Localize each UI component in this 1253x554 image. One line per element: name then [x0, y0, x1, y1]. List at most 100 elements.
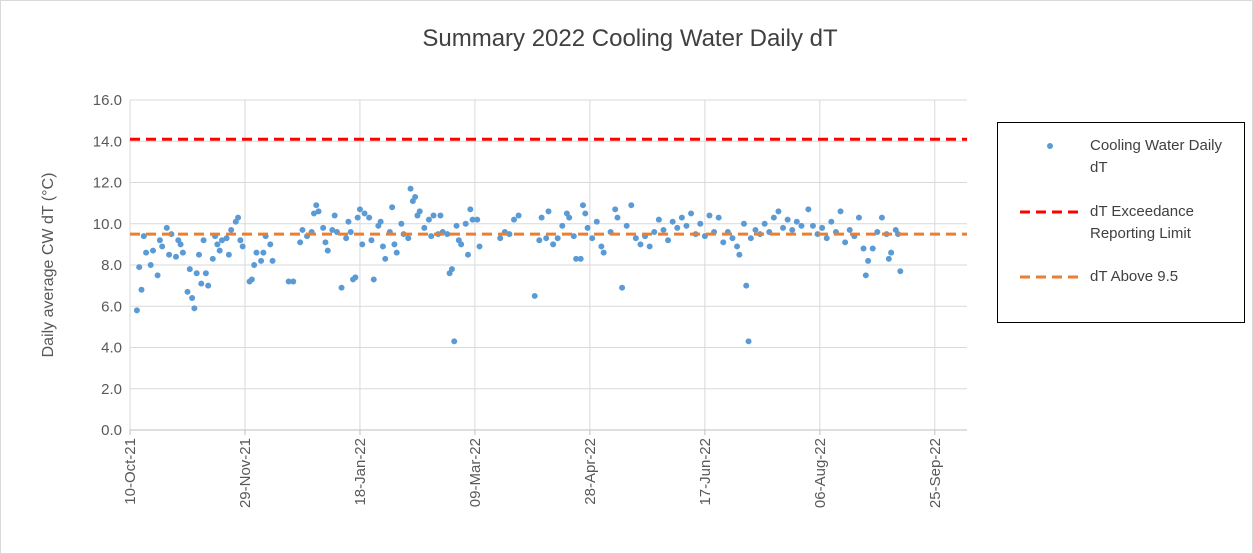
- data-point: [678, 214, 685, 221]
- data-point: [789, 226, 796, 233]
- data-point: [329, 226, 336, 233]
- data-point: [209, 255, 216, 262]
- data-point: [511, 216, 518, 223]
- data-point: [683, 222, 690, 229]
- data-point: [366, 214, 373, 221]
- data-point: [430, 212, 437, 219]
- data-point: [862, 272, 869, 279]
- data-point: [338, 284, 345, 291]
- y-tick-label: 16.0: [93, 92, 122, 109]
- data-point: [715, 214, 722, 221]
- data-point: [147, 262, 154, 268]
- data-point: [191, 305, 198, 312]
- data-point: [214, 241, 221, 248]
- data-point: [405, 235, 412, 242]
- data-point: [138, 286, 145, 293]
- y-tick-label: 10.0: [93, 216, 122, 233]
- data-point: [458, 241, 465, 248]
- chart-title: Summary 2022 Cooling Water Daily dT: [422, 25, 838, 52]
- data-point: [260, 249, 267, 256]
- data-point: [163, 224, 170, 231]
- data-point: [651, 229, 658, 235]
- data-point: [322, 239, 329, 246]
- data-point: [331, 212, 338, 219]
- data-point: [550, 241, 557, 248]
- data-point: [320, 224, 327, 231]
- data-point: [538, 214, 545, 221]
- data-point: [623, 222, 630, 229]
- data-point: [389, 204, 396, 211]
- data-point: [469, 216, 476, 223]
- x-tick-label: 10-Oct-21: [122, 438, 139, 505]
- data-point: [669, 218, 676, 225]
- legend-marker: [1020, 275, 1082, 279]
- y-tick-label: 2.0: [101, 381, 122, 398]
- data-point: [200, 237, 207, 244]
- data-point: [228, 226, 235, 233]
- data-point: [315, 208, 322, 215]
- data-point: [251, 262, 258, 268]
- data-point: [570, 233, 577, 240]
- data-point: [566, 214, 573, 221]
- legend-label: dT Above 9.5: [1090, 268, 1179, 285]
- data-point: [149, 247, 156, 254]
- data-point: [359, 241, 366, 248]
- y-axis-label: Daily average CW dT (°C): [40, 173, 57, 358]
- y-tick-label: 12.0: [93, 175, 122, 192]
- legend-dot: [1047, 143, 1053, 149]
- y-tick-label: 4.0: [101, 340, 122, 357]
- data-point: [156, 237, 163, 244]
- data-point: [593, 218, 600, 225]
- data-point: [809, 222, 816, 229]
- data-point: [428, 233, 435, 240]
- data-point: [798, 222, 805, 229]
- data-point: [828, 218, 835, 225]
- data-point: [451, 338, 458, 345]
- data-point: [531, 292, 538, 299]
- legend: Cooling Water Daily dT dT Exceedance Repo…: [997, 122, 1245, 323]
- data-point: [632, 235, 639, 242]
- data-point: [885, 255, 892, 262]
- data-point: [554, 235, 561, 242]
- data-point: [536, 237, 543, 244]
- data-point: [598, 243, 605, 250]
- data-point: [159, 243, 166, 250]
- data-point: [579, 202, 586, 209]
- data-point: [324, 247, 331, 254]
- data-point: [869, 245, 876, 252]
- data-point: [559, 222, 566, 229]
- data-point: [720, 239, 727, 246]
- data-point: [688, 210, 695, 217]
- data-point: [823, 235, 830, 242]
- data-point: [584, 224, 591, 231]
- data-point: [154, 272, 161, 279]
- data-point: [352, 274, 359, 281]
- data-point: [258, 257, 265, 264]
- data-point: [793, 218, 800, 225]
- data-point: [269, 257, 276, 264]
- data-point: [356, 206, 363, 213]
- data-point: [819, 224, 826, 231]
- data-point: [345, 218, 352, 225]
- data-point: [545, 208, 552, 215]
- data-point: [888, 249, 895, 256]
- data-point: [646, 243, 653, 250]
- data-point: [184, 288, 191, 295]
- data-point: [407, 185, 414, 192]
- data-point: [780, 224, 787, 231]
- data-point: [421, 224, 428, 231]
- data-point: [136, 264, 143, 271]
- data-point: [225, 251, 232, 258]
- data-point: [784, 216, 791, 223]
- data-point: [186, 266, 193, 273]
- data-point: [497, 235, 504, 242]
- legend-marker: [1020, 210, 1082, 214]
- data-point: [837, 208, 844, 215]
- data-point: [368, 237, 375, 244]
- data-point: [299, 226, 306, 233]
- data-point: [573, 255, 580, 262]
- data-point: [285, 278, 292, 285]
- data-point: [253, 249, 260, 256]
- legend-marker: [1047, 143, 1053, 149]
